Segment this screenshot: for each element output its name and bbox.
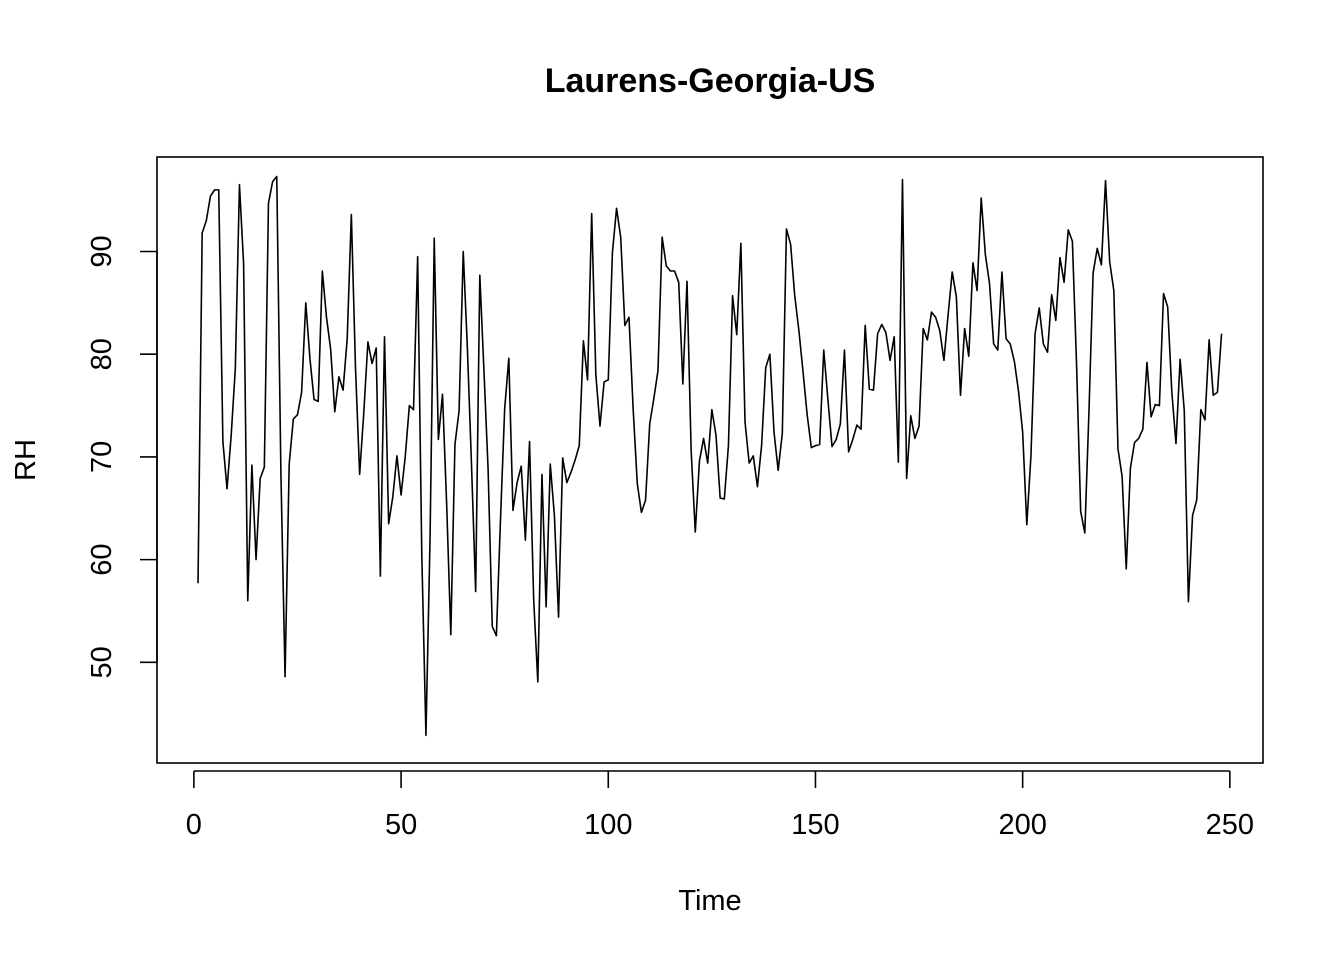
x-tick-label: 150 <box>791 809 839 841</box>
x-axis: 0 50 100 150 200 250 <box>186 770 1254 841</box>
x-tick-label: 100 <box>584 809 632 841</box>
x-tick-label: 250 <box>1206 809 1254 841</box>
y-axis: 50 60 70 80 90 <box>86 235 158 678</box>
chart-title: Laurens-Georgia-US <box>545 62 876 100</box>
x-tick-label: 200 <box>998 809 1046 841</box>
x-tick-label: 0 <box>186 809 202 841</box>
y-axis-label: RH <box>10 439 42 481</box>
x-tick-label: 50 <box>385 809 417 841</box>
rh-series-line <box>197 175 1223 737</box>
y-tick-label: 80 <box>86 338 118 370</box>
x-axis-label: Time <box>678 885 741 917</box>
y-tick-label: 70 <box>86 441 118 473</box>
y-tick-label: 60 <box>86 543 118 575</box>
y-tick-label: 50 <box>86 646 118 678</box>
y-tick-label: 90 <box>86 235 118 267</box>
